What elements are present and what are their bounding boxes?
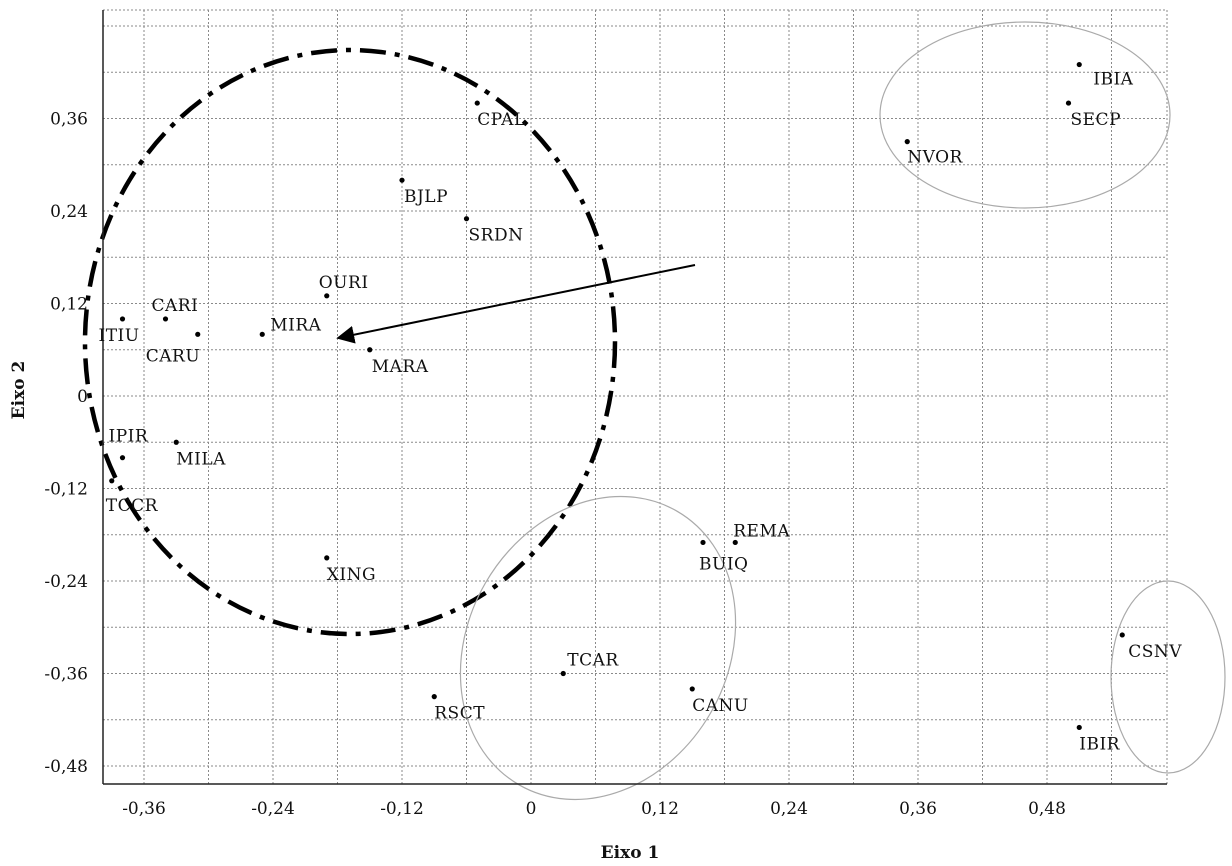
arrow-line [336, 264, 696, 344]
point-label: CARU [146, 346, 200, 366]
annotation-arrow [336, 264, 696, 344]
point-label: TCAR [567, 651, 619, 671]
point-label: BJLP [404, 187, 448, 207]
point-label: OURI [319, 273, 369, 293]
data-points: IBIA SECP NVOR CPAL BJLP SRDN OURI CARI ITIU CARU… [99, 61, 1182, 754]
x-tick-label: 0,24 [770, 799, 808, 819]
data-point [560, 670, 566, 677]
data-point [1076, 61, 1082, 68]
x-tick-label: 0,12 [641, 799, 679, 819]
data-point [324, 555, 330, 561]
cluster-outline-main [82, 47, 618, 637]
data-point [399, 177, 405, 183]
y-tick-label: -0,36 [44, 665, 88, 685]
point-label: TCCR [106, 496, 159, 516]
point-label: CARI [152, 296, 199, 316]
point-label: XING [327, 565, 376, 585]
y-axis-title: Eixo 2 [9, 361, 29, 420]
x-tick-label: 0,48 [1028, 799, 1066, 819]
point-label: NVOR [907, 148, 963, 168]
tick-labels: -0,36 -0,24 -0,12 0 0,12 0,24 0,36 0,48 -0,48 -0,… [44, 110, 1066, 820]
data-point [173, 439, 179, 445]
point-label: CSNV [1128, 642, 1182, 662]
point-label: CANU [692, 696, 749, 716]
y-tick-label: -0,24 [44, 572, 88, 592]
point-label: SRDN [469, 226, 524, 246]
cluster-outline-right [1110, 580, 1226, 774]
data-point [463, 216, 470, 222]
y-tick-label: -0,48 [44, 757, 88, 777]
data-point [1119, 632, 1125, 638]
cluster-outline-bottom [459, 495, 737, 801]
data-point [431, 694, 437, 700]
point-label: CPAL [477, 110, 525, 130]
point-label: RSCT [434, 704, 485, 724]
data-point [162, 316, 169, 322]
data-point [119, 316, 126, 322]
point-label: IBIR [1079, 734, 1120, 754]
x-tick-label: -0,12 [380, 799, 424, 819]
point-label: MILA [176, 449, 226, 469]
grid [103, 9, 1168, 784]
data-point [1065, 100, 1072, 106]
y-tick-label: 0,12 [50, 295, 88, 315]
x-axis-title: Eixo 1 [601, 843, 660, 863]
point-label: MARA [372, 357, 429, 377]
axes [102, 10, 1167, 785]
data-point [1076, 724, 1082, 731]
point-label: BUIQ [699, 554, 748, 574]
y-tick-label: 0 [77, 387, 88, 407]
data-point [367, 347, 373, 353]
data-point [474, 100, 480, 106]
point-label: REMA [733, 521, 790, 541]
group-outlines [82, 21, 1226, 801]
data-point [109, 478, 115, 484]
y-tick-label: 0,24 [50, 202, 88, 222]
y-tick-label: 0,36 [50, 110, 88, 130]
point-label: MIRA [270, 315, 321, 335]
x-tick-label: -0,24 [251, 799, 295, 819]
y-tick-label: -0,12 [44, 480, 88, 500]
point-label: IBIA [1093, 70, 1133, 90]
point-label: SECP [1071, 110, 1122, 130]
data-point [904, 139, 910, 145]
data-point [732, 539, 738, 546]
data-point [119, 455, 126, 461]
cluster-outline-top-right [879, 21, 1171, 209]
point-label: IPIR [109, 427, 149, 447]
x-tick-label: -0,36 [122, 799, 166, 819]
data-point [700, 539, 706, 546]
point-label: ITIU [99, 326, 140, 346]
data-point [689, 686, 695, 692]
x-tick-label: 0,36 [899, 799, 937, 819]
data-point [259, 331, 265, 337]
data-point [324, 293, 330, 299]
x-tick-label: 0 [526, 799, 537, 819]
data-point [195, 331, 201, 337]
